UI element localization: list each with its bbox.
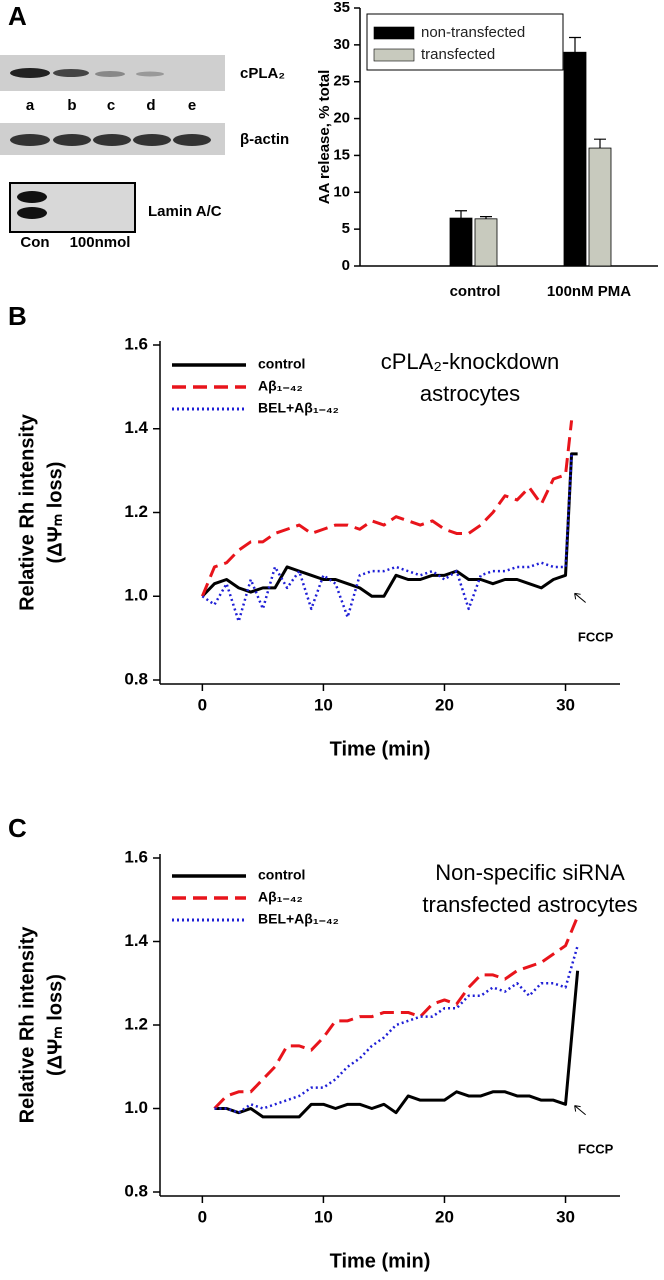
y-axis-label: (ΔΨₘ loss)	[44, 974, 66, 1076]
legend-label: control	[258, 867, 305, 883]
bar	[563, 51, 587, 267]
western-blot: cPLA₂ β-actin Lamin A/C a b c d e Con 10…	[0, 55, 289, 251]
lane-label: Con	[20, 234, 49, 251]
blot-label: β-actin	[240, 131, 289, 148]
annotation: Non-specific siRNA	[435, 860, 625, 885]
x-tick-label: 20	[435, 695, 454, 714]
annotation-arrow	[574, 1105, 586, 1116]
annotation-arrow	[574, 592, 586, 603]
x-tick-label: 0	[198, 1207, 207, 1226]
x-tick-label: 0	[198, 695, 207, 714]
lane-label: b	[67, 97, 76, 114]
bar	[474, 218, 498, 267]
y-axis-label: AA release, % total	[316, 70, 333, 205]
y-tick-label: 0	[342, 257, 350, 274]
blot-band	[93, 134, 131, 146]
error-bar	[480, 216, 492, 219]
error-bar	[569, 36, 581, 53]
x-tick-label: 10	[314, 1207, 333, 1226]
x-axis-label: Time (min)	[330, 738, 431, 760]
annotation: FCCP	[578, 630, 614, 645]
x-tick-label: 10	[314, 695, 333, 714]
legend-label: control	[258, 356, 305, 372]
y-axis-label: (ΔΨₘ loss)	[44, 462, 66, 564]
data-line	[201, 453, 573, 623]
annotation: cPLA₂-knockdown	[381, 349, 560, 374]
legend-label: Aβ₁₋₄₂	[258, 889, 303, 905]
error-bar	[455, 210, 467, 219]
x-tick-label: 30	[556, 1207, 575, 1226]
y-axis-label: Relative Rh intensity	[16, 926, 38, 1124]
annotation: astrocytes	[420, 381, 520, 406]
lane-label: e	[188, 97, 196, 114]
lane-label: 100nmol	[70, 234, 131, 251]
blot-band	[10, 68, 50, 78]
blot-band	[133, 134, 171, 146]
y-tick-label: 30	[333, 36, 350, 53]
x-axis-label: Time (min)	[330, 1250, 431, 1272]
blot-band	[95, 71, 125, 77]
annotation: FCCP	[578, 1142, 614, 1157]
lane-label: a	[26, 97, 35, 114]
blot-label: Lamin A/C	[148, 203, 222, 220]
y-tick-label: 1.2	[124, 502, 148, 521]
legend-swatch	[373, 48, 415, 62]
x-tick-label: 100nM PMA	[547, 283, 631, 300]
y-axis-label: Relative Rh intensity	[16, 413, 38, 611]
blot-band	[136, 71, 164, 77]
y-tick-label: 5	[342, 220, 350, 237]
bar	[449, 217, 473, 267]
panel-letter: B	[8, 301, 27, 331]
y-tick-label: 35	[333, 0, 350, 16]
blot-band	[17, 191, 47, 203]
lane-label: c	[107, 97, 115, 114]
lane-label: d	[146, 97, 155, 114]
y-tick-label: 25	[333, 73, 350, 90]
y-tick-label: 15	[333, 146, 350, 163]
x-tick-label: control	[450, 283, 501, 300]
legend-label: non-transfected	[421, 24, 525, 41]
y-tick-label: 1.4	[124, 931, 148, 950]
y-tick-label: 1.2	[124, 1014, 148, 1033]
panel-letter: A	[8, 1, 27, 31]
y-tick-label: 0.8	[124, 1181, 148, 1200]
blot-band	[53, 134, 91, 146]
blot-band	[10, 134, 50, 146]
data-line	[201, 452, 578, 598]
y-tick-label: 20	[333, 110, 350, 127]
legend-label: BEL+Aβ₁₋₄₂	[258, 911, 339, 927]
data-line	[214, 970, 580, 1119]
data-line	[213, 915, 580, 1110]
annotation: transfected astrocytes	[422, 892, 637, 917]
data-line	[200, 420, 574, 597]
y-tick-label: 0.8	[124, 669, 148, 688]
legend-label: Aβ₁₋₄₂	[258, 378, 303, 394]
blot-band	[53, 69, 89, 77]
x-tick-label: 20	[435, 1207, 454, 1226]
y-tick-label: 1.6	[124, 847, 148, 866]
legend-label: transfected	[421, 46, 495, 63]
y-tick-label: 10	[333, 183, 350, 200]
panel-letter: C	[8, 813, 27, 843]
y-tick-label: 1.4	[124, 418, 148, 437]
error-bar	[594, 138, 606, 149]
bar	[588, 147, 612, 267]
blot-band	[173, 134, 211, 146]
blot-band	[17, 207, 47, 219]
x-tick-label: 30	[556, 695, 575, 714]
legend-label: BEL+Aβ₁₋₄₂	[258, 400, 339, 416]
y-tick-label: 1.6	[124, 334, 148, 353]
legend-swatch	[373, 26, 415, 40]
data-line	[214, 945, 579, 1114]
blot-label: cPLA₂	[240, 65, 285, 82]
y-tick-label: 1.0	[124, 586, 148, 605]
y-tick-label: 1.0	[124, 1098, 148, 1117]
